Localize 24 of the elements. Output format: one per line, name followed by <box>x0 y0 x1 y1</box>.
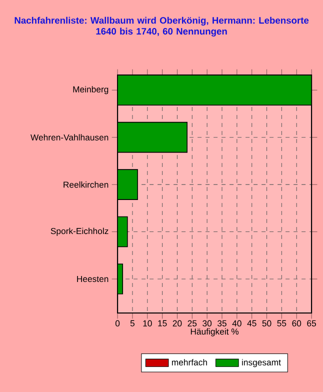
y-tick-label: Reelkirchen <box>64 181 108 188</box>
x-tick-label: 35 <box>217 320 226 326</box>
y-tick-label: Spork-Eichholz <box>50 228 108 236</box>
y-tick-label: Heesten <box>77 276 108 282</box>
x-tick-label: 30 <box>202 320 212 326</box>
x-tick-label: 60 <box>292 320 302 326</box>
x-tick-label: 65 <box>307 320 316 326</box>
y-tick-label: Wehren-Vahlhausen <box>30 134 108 141</box>
x-tick-label: 45 <box>247 320 256 326</box>
x-tick-label: 55 <box>277 320 286 326</box>
chart-title: Nachfahrenliste: Wallbaum wird Oberkönig, Hermann: Lebensorte <box>14 16 309 26</box>
x-tick-label: 15 <box>158 320 167 326</box>
x-axis-title: Häufigkeit % <box>190 328 238 336</box>
x-tick-label: 20 <box>172 320 182 326</box>
x-tick-label: 50 <box>262 320 272 326</box>
chart-subtitle: 1640 bis 1740, 60 Nennungen <box>96 28 227 37</box>
x-tick-label: 5 <box>130 320 134 326</box>
legend-label: insgesamt <box>242 359 281 368</box>
y-tick-label: Meinberg <box>73 86 108 94</box>
x-tick-label: 0 <box>115 320 120 326</box>
x-tick-label: 25 <box>188 320 197 326</box>
legend-label: mehrfach <box>172 359 207 366</box>
x-tick-label: 10 <box>143 320 152 326</box>
x-tick-label: 40 <box>232 320 242 326</box>
